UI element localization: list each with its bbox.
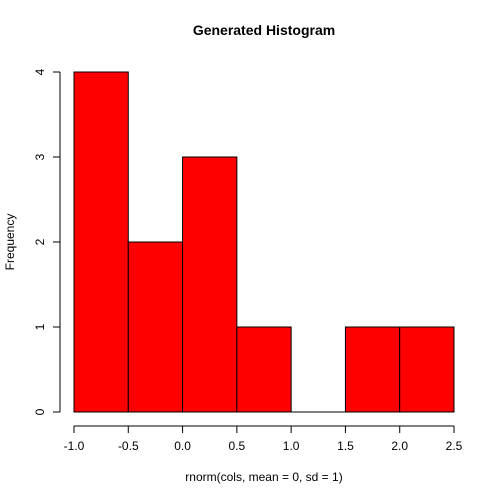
histogram-bar-2 bbox=[182, 156, 238, 413]
x-axis: -1.0 -0.5 0.0 0.5 1.0 1.5 2.0 2.5 bbox=[64, 425, 463, 453]
y-tick-label-2: 2 bbox=[33, 238, 47, 245]
x-tick-label-2: 0.0 bbox=[174, 439, 191, 453]
y-tick-label-3: 3 bbox=[33, 153, 47, 160]
y-axis: 0 1 2 3 4 bbox=[33, 68, 61, 415]
y-tick-label-1: 1 bbox=[33, 323, 47, 330]
bars-group bbox=[73, 71, 455, 413]
x-tick-label-6: 2.0 bbox=[391, 439, 408, 453]
chart-title: Generated Histogram bbox=[193, 22, 335, 38]
x-tick-label-5: 1.5 bbox=[337, 439, 354, 453]
x-tick-label-7: 2.5 bbox=[446, 439, 463, 453]
x-tick-label-0: -1.0 bbox=[64, 439, 85, 453]
histogram-bar-0 bbox=[73, 71, 129, 413]
x-tick-label-1: -0.5 bbox=[118, 439, 139, 453]
histogram-bar-3 bbox=[236, 326, 292, 413]
x-tick-label-3: 0.5 bbox=[229, 439, 246, 453]
y-tick-label-0: 0 bbox=[33, 408, 47, 415]
y-tick-label-4: 4 bbox=[33, 68, 47, 75]
x-tick-label-4: 1.0 bbox=[283, 439, 300, 453]
x-axis-label: rnorm(cols, mean = 0, sd = 1) bbox=[185, 470, 342, 484]
histogram-bar-1 bbox=[127, 241, 184, 413]
histogram-bar-5 bbox=[344, 326, 401, 413]
y-axis-label: Frequency bbox=[3, 214, 17, 271]
histogram-bar-6 bbox=[399, 326, 455, 413]
